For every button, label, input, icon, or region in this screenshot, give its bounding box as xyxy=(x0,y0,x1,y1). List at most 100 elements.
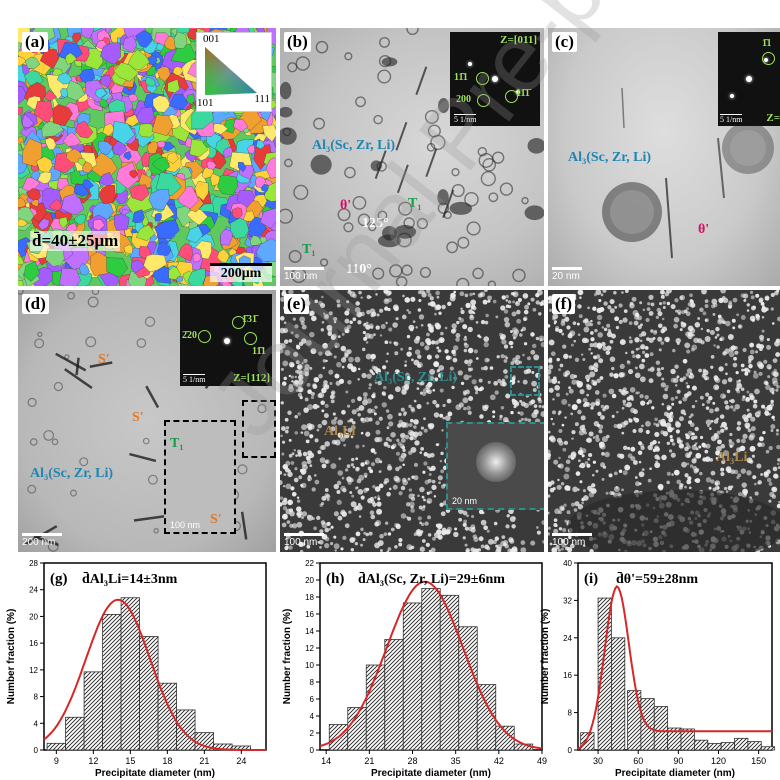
histogram-bar xyxy=(120,597,140,751)
saed-spot-label-d2: 1̄31̄ xyxy=(242,314,257,325)
annot-t1-b1: T₁ xyxy=(408,196,422,211)
y-tick-label: 18 xyxy=(305,593,314,602)
y-tick-label: 24 xyxy=(29,586,38,595)
x-tick-label: 18 xyxy=(162,756,172,766)
x-tick-label: 21 xyxy=(364,756,374,766)
source-box-e xyxy=(510,366,540,396)
panel-label: (g) xyxy=(50,571,68,587)
tem-b-features xyxy=(280,28,544,286)
y-tick-label: 24 xyxy=(563,634,572,643)
histogram-bar xyxy=(46,742,66,751)
histogram-bar xyxy=(421,588,441,751)
histogram-bar xyxy=(83,671,103,751)
y-axis-label: Number fraction (%) xyxy=(282,609,293,705)
y-tick-label: 0 xyxy=(568,746,573,755)
annot-al3li-f: Al₃Li xyxy=(716,450,748,465)
annot-precip-b: Al₃(Sc, Zr, Li) xyxy=(312,138,396,153)
inset-scale-b: 5 1/nm xyxy=(454,114,477,124)
chart-title: d̄Al₃Li=14±3nm xyxy=(82,571,178,587)
histogram-bar xyxy=(439,594,460,751)
scale-bar-d: 200 nm xyxy=(22,533,62,548)
y-tick-label: 12 xyxy=(29,666,38,675)
histogram-bar xyxy=(102,614,122,751)
y-tick-label: 22 xyxy=(305,559,314,568)
y-tick-label: 12 xyxy=(305,644,314,653)
panel-c-tem: (c) 1̄1 Z= 5 1/nm Al₃(Sc, Zr, Li) θ' 20 … xyxy=(548,28,780,286)
histogram-bar xyxy=(653,706,669,751)
histogram-bar xyxy=(402,602,423,751)
zone-axis-d: Z=[112] xyxy=(233,372,270,384)
annot-angle-110: 110° xyxy=(346,262,372,277)
panel-a-ebsd-map: (a) 001 101 111 d̄=40±25μm 200μm xyxy=(18,28,276,286)
zone-axis-b: Z=[011] xyxy=(500,34,537,46)
histogram-bar xyxy=(734,737,749,751)
y-tick-label: 40 xyxy=(563,559,572,568)
annot-t1-d: T₁ xyxy=(170,436,184,451)
y-tick-label: 10 xyxy=(305,661,314,670)
panel-b-tem: (b) Z=[011] 11̄1 200 11̄1̄ 5 1/nm Al₃(Sc… xyxy=(280,28,544,286)
gaussian-fit-line xyxy=(319,580,543,750)
panel-c-label: (c) xyxy=(552,32,577,52)
x-tick-label: 42 xyxy=(494,756,504,766)
scale-bar-e: 100 nm xyxy=(284,533,324,548)
x-tick-label: 30 xyxy=(593,756,603,766)
histogram-bar xyxy=(693,739,709,751)
darkfield-e-particles xyxy=(280,290,544,552)
zoom-scale-e: 20 nm xyxy=(452,496,478,506)
saed-spot-label-3: 11̄1̄ xyxy=(516,88,530,99)
histogram-bar xyxy=(760,746,776,751)
x-tick-label: 24 xyxy=(236,756,246,766)
histogram-bar xyxy=(720,742,735,751)
saed-inset-c: 1̄1 Z= 5 1/nm xyxy=(718,32,780,126)
ipf-triangle-icon xyxy=(205,47,257,95)
panel-f-darkfield: (f) Al₃Li 100 nm xyxy=(548,290,780,552)
saed-spot-label-1: 11̄1 xyxy=(454,72,468,83)
tem-c-features xyxy=(602,87,774,259)
ipf-legend: 001 101 111 xyxy=(196,32,272,112)
annot-s3: S' xyxy=(210,512,222,527)
zoom-box-e: 20 nm xyxy=(446,422,544,510)
panel-d-tem: (d) 2̄20 1̄31̄ 11̄1 Z=[112] 5 1/nm 100 n… xyxy=(18,290,276,552)
annot-t1-b2: T₁ xyxy=(302,242,316,257)
histogram-i: 30 60 90 120 150 0 8 16 24 32 40 Precipitate diamet… xyxy=(540,559,776,779)
ipf-001: 001 xyxy=(203,33,220,45)
source-box-d xyxy=(242,400,276,458)
panel-d-label: (d) xyxy=(22,294,49,314)
y-axis-label: Number fraction (%) xyxy=(6,609,17,705)
panel-f-label: (f) xyxy=(552,294,575,314)
y-tick-label: 8 xyxy=(310,678,315,687)
histogram-h: 14 21 28 35 42 49 0 2 4 6 8 10 12 14 16 18 20 22 Precipita… xyxy=(282,559,547,779)
x-tick-label: 49 xyxy=(537,756,547,766)
y-tick-label: 20 xyxy=(29,612,38,621)
y-tick-label: 16 xyxy=(29,639,38,648)
x-tick-label: 150 xyxy=(751,756,766,766)
x-axis-label: Precipitate diameter (nm) xyxy=(371,768,491,779)
y-axis-label: Number fraction (%) xyxy=(540,609,551,705)
x-axis-label: Precipitate diameter (nm) xyxy=(95,768,215,779)
saed-spot-label-c: 1̄1 xyxy=(762,38,772,49)
x-tick-label: 15 xyxy=(125,756,135,766)
zoom-box-d: 100 nm xyxy=(164,420,236,534)
histogram-bar xyxy=(384,639,404,751)
scale-bar-c: 20 nm xyxy=(552,267,582,282)
panel-e-darkfield: (e) Al₃(Sc, Zr, Li) 20 nm Al₃Li 100 nm xyxy=(280,290,544,552)
scale-bar-b: 100 nm xyxy=(284,267,324,282)
histogram-bar xyxy=(476,684,497,751)
histogram-bar xyxy=(65,716,85,751)
panel-label: (h) xyxy=(326,571,344,587)
y-tick-label: 4 xyxy=(310,712,315,721)
darkfield-f-particles xyxy=(548,290,780,552)
x-tick-label: 14 xyxy=(321,756,331,766)
ipf-111: 111 xyxy=(254,93,270,105)
x-tick-label: 21 xyxy=(199,756,209,766)
zone-axis-c: Z= xyxy=(766,112,780,124)
annot-al3li-e: Al₃Li xyxy=(324,424,356,439)
gaussian-fit-line xyxy=(577,584,772,750)
annot-precip-d: Al₃(Sc, Zr, Li) xyxy=(30,466,114,481)
histogram-bar xyxy=(707,743,722,751)
x-tick-label: 120 xyxy=(711,756,726,766)
y-tick-label: 16 xyxy=(563,671,572,680)
annot-s2: S' xyxy=(132,410,144,425)
y-tick-label: 32 xyxy=(563,596,572,605)
y-tick-label: 2 xyxy=(310,729,315,738)
